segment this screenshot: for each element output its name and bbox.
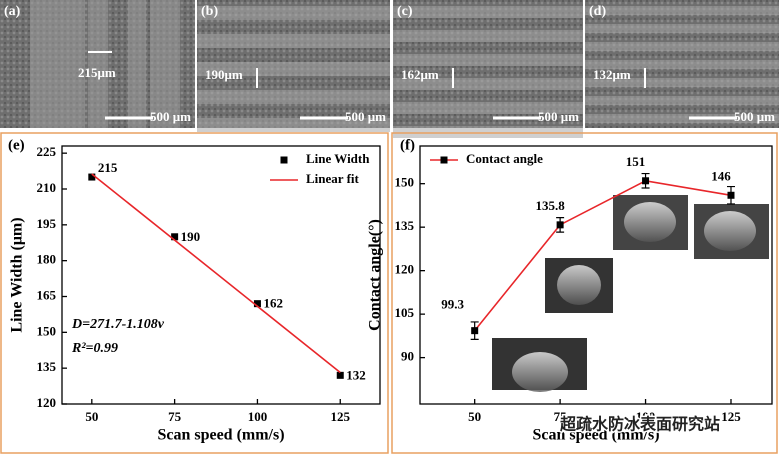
panel-label: (f) <box>400 137 415 153</box>
measure-label: 190μm <box>205 67 243 82</box>
y-tick-label: 210 <box>37 180 57 195</box>
sem-track <box>585 24 779 33</box>
panel-label: (d) <box>589 4 606 19</box>
y-tick-label: 180 <box>37 252 57 267</box>
sem-track <box>393 6 583 18</box>
scale-label: 500 μm <box>150 109 191 124</box>
sem-track <box>393 102 583 114</box>
legend-label: Contact angle <box>466 151 543 166</box>
x-tick-label: 75 <box>554 409 568 424</box>
data-label: 135.8 <box>535 198 565 213</box>
sem-track <box>393 54 583 66</box>
plot-frame <box>419 145 773 405</box>
panel-frame <box>391 132 778 454</box>
sem-track <box>585 78 779 87</box>
y-tick-label: 135 <box>395 218 415 233</box>
y-tick-label: 120 <box>37 395 57 410</box>
sem-track <box>197 90 390 104</box>
data-point <box>88 173 96 181</box>
scale-label: 500 μm <box>345 109 386 124</box>
y-tick-label: 90 <box>401 349 414 364</box>
y-tick-label: 225 <box>37 144 57 159</box>
data-point <box>171 233 179 241</box>
sem-track <box>30 0 85 128</box>
series-line <box>91 173 341 374</box>
y-tick-label: 195 <box>37 216 57 231</box>
measure-label: 162μm <box>401 67 439 82</box>
measure-label: 215μm <box>78 65 116 80</box>
x-tick-label: 100 <box>248 409 268 424</box>
x-axis-title: Scan speed (mm/s) <box>157 427 284 444</box>
x-tick-label: 125 <box>721 409 741 424</box>
measure-label: 132μm <box>593 67 631 82</box>
sem-track <box>150 0 180 128</box>
y-tick-label: 120 <box>395 262 415 277</box>
x-axis-title: Scan speed (mm/s) <box>532 427 659 444</box>
y-axis-title: Line Width (μm) <box>9 217 26 332</box>
sem-track <box>197 62 390 76</box>
sem-track <box>585 60 779 69</box>
data-point <box>727 191 735 199</box>
y-tick-label: 150 <box>395 175 415 190</box>
y-tick-label: 105 <box>395 305 415 320</box>
sem-track <box>197 34 390 48</box>
data-label: 215 <box>98 160 118 175</box>
data-point <box>471 327 479 335</box>
legend-marker <box>440 156 448 164</box>
data-point <box>556 221 564 229</box>
data-label: 162 <box>263 296 283 311</box>
sem-track <box>197 118 390 132</box>
data-label: 99.3 <box>441 297 464 312</box>
data-point <box>336 371 344 379</box>
annotation: D=271.7-1.108v <box>71 317 165 332</box>
data-label: 132 <box>346 367 366 382</box>
sem-track <box>393 30 583 42</box>
annotation: R²=0.99 <box>71 341 118 356</box>
legend-label: Line Width <box>306 151 370 166</box>
scale-label: 500 μm <box>734 109 775 124</box>
sem-track <box>585 96 779 105</box>
panel-frame <box>0 132 389 454</box>
sem-track <box>88 0 108 128</box>
data-label: 151 <box>626 154 646 169</box>
x-tick-label: 75 <box>168 409 182 424</box>
data-point <box>253 300 261 308</box>
panel-label: (e) <box>8 137 25 153</box>
data-point <box>642 177 650 185</box>
plot-frame <box>61 145 381 405</box>
y-tick-label: 165 <box>37 287 57 302</box>
x-tick-label: 125 <box>331 409 351 424</box>
y-axis-title: Contact angle(°) <box>367 219 384 331</box>
data-label: 190 <box>181 229 201 244</box>
panel-label: (a) <box>4 4 21 19</box>
panel-label: (c) <box>397 4 413 19</box>
watermark: 超疏水防冰表面研究站 <box>559 415 720 434</box>
y-tick-label: 135 <box>37 359 57 374</box>
y-tick-label: 150 <box>37 323 57 338</box>
sem-track <box>585 42 779 51</box>
droplet-photos <box>492 195 769 392</box>
series-line <box>474 179 732 332</box>
sem-track <box>585 114 779 123</box>
x-tick-label: 100 <box>636 409 656 424</box>
x-tick-label: 50 <box>468 409 481 424</box>
sem-track <box>393 78 583 90</box>
sem-track <box>393 126 583 138</box>
x-tick-label: 50 <box>85 409 98 424</box>
scale-label: 500 μm <box>538 109 579 124</box>
panel-label: (b) <box>201 4 218 19</box>
data-label: 146 <box>711 168 731 183</box>
sem-track <box>585 6 779 15</box>
legend-marker <box>280 156 288 164</box>
sem-track <box>128 0 146 128</box>
sem-track <box>197 6 390 20</box>
legend-label: Linear fit <box>306 171 360 186</box>
